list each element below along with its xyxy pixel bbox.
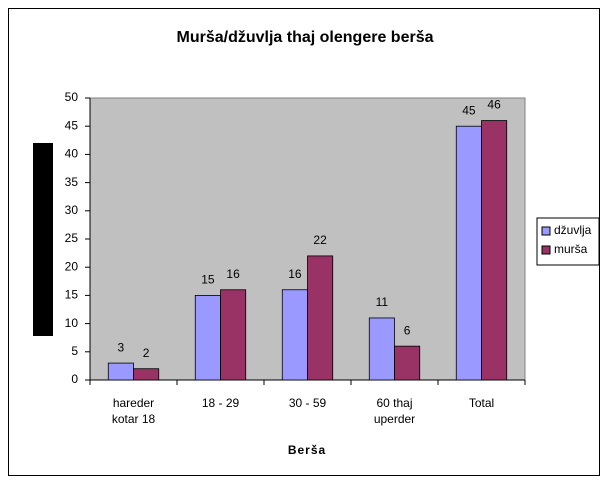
- legend-label: murša: [554, 242, 588, 256]
- legend-label: džuvlja: [554, 223, 592, 237]
- y-tick-label: 5: [71, 344, 78, 358]
- value-label: 3: [118, 340, 125, 354]
- value-label: 2: [143, 346, 150, 360]
- y-tick-label: 30: [65, 203, 79, 217]
- value-label: 6: [404, 323, 411, 337]
- bar: [455, 125, 482, 381]
- y-tick-label: 50: [65, 90, 79, 104]
- y-tick-label: 10: [65, 316, 79, 330]
- legend-swatch: [541, 226, 551, 236]
- x-tick-label: 18 - 29: [201, 396, 240, 410]
- y-tick-label: 45: [65, 118, 79, 132]
- y-tick-label: 35: [65, 175, 79, 189]
- y-tick-label: 0: [71, 372, 78, 386]
- chart-title: Murša/džuvlja thaj olengere berša: [177, 29, 434, 46]
- y-tick-label: 15: [65, 288, 79, 302]
- bar: [107, 362, 134, 381]
- bar: [368, 317, 395, 381]
- x-tick-label: 30 - 59: [288, 396, 327, 410]
- redacted-axis-label: [33, 143, 53, 336]
- bar: [220, 289, 247, 381]
- legend-swatch: [541, 245, 551, 255]
- value-label: 22: [313, 233, 327, 247]
- y-tick-label: 25: [65, 231, 79, 245]
- x-axis-title: Berša: [288, 443, 326, 457]
- legend-box: [536, 217, 600, 266]
- value-label: 16: [226, 267, 240, 281]
- value-label: 11: [376, 295, 389, 309]
- value-label: 15: [201, 273, 215, 287]
- value-label: 16: [288, 267, 302, 281]
- bar: [307, 255, 334, 381]
- bar: [194, 294, 221, 381]
- x-tick-label: hareder kotar 18: [111, 396, 156, 426]
- x-tick-label: Total: [468, 396, 495, 410]
- bar: [281, 289, 308, 381]
- x-tick-label: 60 thaj uperder: [373, 396, 416, 426]
- y-tick-label: 20: [65, 259, 79, 273]
- bar: [481, 120, 508, 381]
- value-label: 45: [462, 103, 476, 117]
- bar: [394, 345, 421, 381]
- value-label: 46: [487, 98, 501, 112]
- bar: [133, 368, 160, 381]
- y-tick-label: 40: [65, 147, 79, 161]
